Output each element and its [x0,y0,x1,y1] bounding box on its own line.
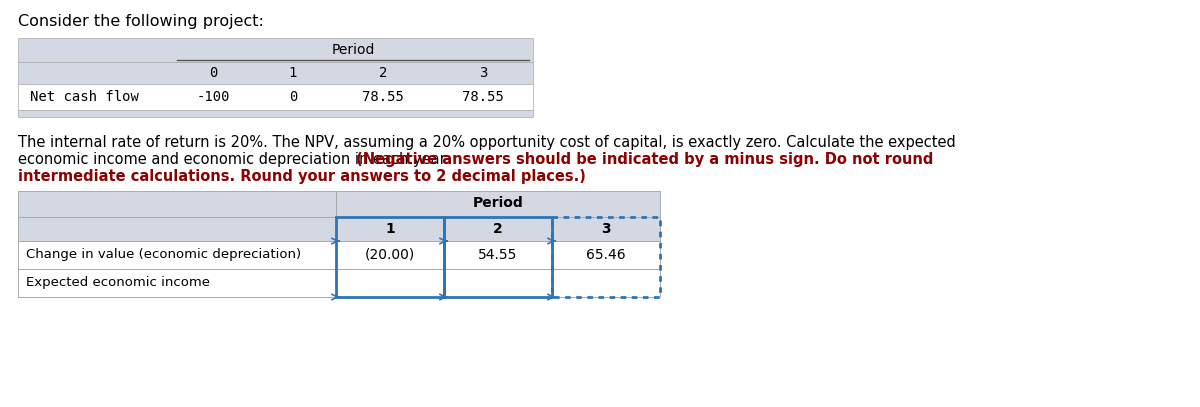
Text: 54.55: 54.55 [479,248,517,262]
Bar [444,241,552,269]
Text: (Negative answers should be indicated by a minus sign. Do not round: (Negative answers should be indicated by… [350,152,934,167]
Text: 78.55: 78.55 [462,90,504,104]
Bar [336,269,444,297]
Text: Net cash flow: Net cash flow [30,90,139,104]
Text: 2: 2 [379,66,388,80]
Bar [444,217,552,297]
Bar [18,62,533,84]
Bar [336,191,660,217]
Bar [336,241,444,269]
Text: 3: 3 [479,66,487,80]
Bar [18,241,336,269]
Bar [444,217,552,241]
Text: Consider the following project:: Consider the following project: [18,14,264,29]
Bar [552,241,660,269]
Text: 1: 1 [385,222,395,236]
Bar [18,269,336,297]
Bar [336,217,444,297]
Text: Period: Period [473,196,523,210]
Text: Expected economic income: Expected economic income [26,276,210,289]
Bar [18,38,533,62]
Text: Period: Period [331,43,374,57]
Text: economic income and economic depreciation in each year.: economic income and economic depreciatio… [18,152,449,167]
Bar [18,191,336,217]
Bar [18,84,533,110]
Bar [444,269,552,297]
Text: 78.55: 78.55 [362,90,404,104]
Text: -100: -100 [197,90,229,104]
Bar [18,110,533,117]
Text: Change in value (economic depreciation): Change in value (economic depreciation) [26,248,301,261]
Bar [552,217,660,297]
Bar [552,269,660,297]
Bar [552,217,660,241]
Text: 0: 0 [209,66,217,80]
Text: (20.00): (20.00) [365,248,415,262]
Text: 3: 3 [601,222,611,236]
Bar [18,217,336,241]
Text: The internal rate of return is 20%. The NPV, assuming a 20% opportunity cost of : The internal rate of return is 20%. The … [18,135,955,150]
Text: 1: 1 [289,66,298,80]
Bar [336,217,444,241]
Text: intermediate calculations. Round your answers to 2 decimal places.): intermediate calculations. Round your an… [18,169,586,184]
Text: 0: 0 [289,90,298,104]
Text: 2: 2 [493,222,503,236]
Text: 65.46: 65.46 [586,248,626,262]
